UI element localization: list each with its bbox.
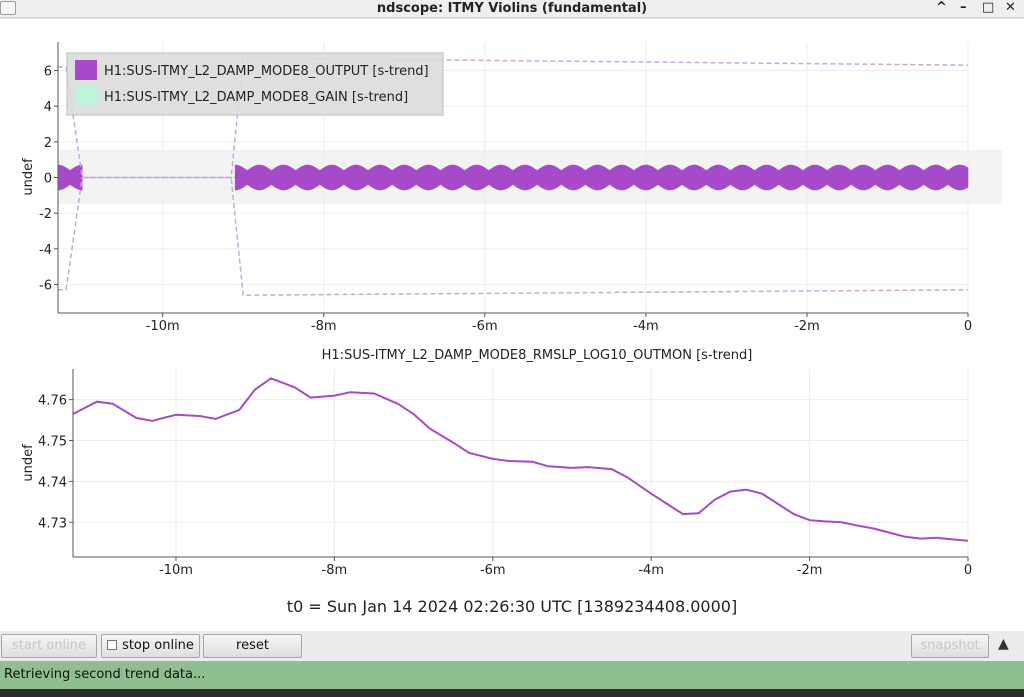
output-envelope-band xyxy=(234,164,969,191)
window-menu-button[interactable] xyxy=(0,1,16,15)
plot2-series xyxy=(72,377,969,542)
plot2-ytick-label: 4.75 xyxy=(38,435,67,450)
plot1-ytick-label: 4 xyxy=(44,100,52,115)
plot1-ylabel: undef xyxy=(21,158,36,196)
plot1-ytick-label: 6 xyxy=(44,65,52,80)
plot1-ytick-label: -4 xyxy=(39,243,52,258)
snapshot-button[interactable]: snapshot xyxy=(911,634,989,658)
window-title: ndscope: ITMY Violins (fundamental) xyxy=(376,1,648,16)
legend-swatch-output xyxy=(75,60,97,80)
window-titlebar: ndscope: ITMY Violins (fundamental) ^ – … xyxy=(0,0,1024,18)
plot1-legend: H1:SUS-ITMY_L2_DAMP_MODE8_OUTPUT [s-tren… xyxy=(66,52,444,116)
start-online-button[interactable]: start online xyxy=(1,634,97,658)
plot2-xtick-label: 0 xyxy=(964,563,972,578)
stop-online-button[interactable]: stop online xyxy=(101,634,200,658)
plot2-xtick-label: -4m xyxy=(638,563,664,578)
keep-above-icon[interactable]: ^ xyxy=(936,0,947,15)
plots-svg[interactable]: -10m -8m -6m -4m -2m 0 6 4 2 0 -2 -4 -6 undef H1:SUS… xyxy=(0,19,1024,631)
legend-box xyxy=(66,52,444,116)
plot-output-gain[interactable]: -10m -8m -6m -4m -2m 0 6 4 2 0 -2 -4 -6 undef H1:SUS… xyxy=(21,42,1002,334)
legend-label-gain: H1:SUS-ITMY_L2_DAMP_MODE8_GAIN [s-trend] xyxy=(104,90,408,105)
plot1-ytick-label: -2 xyxy=(39,207,52,222)
plot1-ytick-label: 2 xyxy=(44,136,52,151)
stop-online-label: stop online xyxy=(122,638,194,653)
plot2-ytick-label: 4.76 xyxy=(38,394,67,409)
plot1-ytick-label: -6 xyxy=(39,278,52,293)
plot-canvas[interactable]: -10m -8m -6m -4m -2m 0 6 4 2 0 -2 -4 -6 undef H1:SUS… xyxy=(0,19,1024,631)
plot1-xtick-label: -6m xyxy=(472,319,498,334)
minimize-icon[interactable]: – xyxy=(960,0,967,15)
reset-button[interactable]: reset xyxy=(203,634,302,658)
plot1-ytick-label: 0 xyxy=(44,172,52,187)
plot2-ylabel: undef xyxy=(21,444,36,482)
stop-online-checkbox[interactable] xyxy=(107,640,118,650)
control-bar: start online stop online reset snapshot … xyxy=(0,631,1024,661)
plot-rms[interactable]: H1:SUS-ITMY_L2_DAMP_MODE8_RMSLP_LOG10_OU… xyxy=(21,348,1002,578)
rms-series-line xyxy=(72,377,969,542)
plot1-xtick-label: -10m xyxy=(146,319,180,334)
plot2-ytick-label: 4.73 xyxy=(38,516,67,531)
plot2-grid xyxy=(73,369,969,557)
plot1-xtick-label: -8m xyxy=(311,319,337,334)
plot1-axes: -10m -8m -6m -4m -2m 0 6 4 2 0 -2 -4 -6 xyxy=(39,42,972,334)
plot2-title: H1:SUS-ITMY_L2_DAMP_MODE8_RMSLP_LOG10_OU… xyxy=(322,348,753,363)
plot1-xtick-label: 0 xyxy=(964,319,972,334)
t0-label: t0 = Sun Jan 14 2024 02:26:30 UTC [13892… xyxy=(286,597,738,616)
plot2-ytick-label: 4.74 xyxy=(38,475,67,490)
taskbar-edge xyxy=(0,689,1024,697)
plot2-xtick-label: -10m xyxy=(159,563,193,578)
plot1-xtick-label: -2m xyxy=(794,319,820,334)
plot1-xtick-label: -4m xyxy=(633,319,659,334)
plot2-axes: -10m -8m -6m -4m -2m 0 4.76 4.75 4.74 4.73 xyxy=(38,369,972,578)
output-envelope-band xyxy=(57,164,83,191)
maximize-icon[interactable]: □ xyxy=(982,0,995,15)
gain-min-line xyxy=(58,176,969,296)
legend-swatch-gain xyxy=(75,86,97,106)
legend-label-output: H1:SUS-ITMY_L2_DAMP_MODE8_OUTPUT [s-tren… xyxy=(104,64,429,79)
plot2-xtick-label: -2m xyxy=(797,563,823,578)
status-bar: Retrieving second trend data... xyxy=(0,661,1024,689)
close-icon[interactable]: ✕ xyxy=(1005,0,1016,15)
plot1-series xyxy=(57,57,969,296)
plot2-xtick-label: -6m xyxy=(480,563,506,578)
plot2-xtick-label: -8m xyxy=(322,563,348,578)
expand-arrow-icon[interactable]: ▲ xyxy=(998,636,1009,652)
